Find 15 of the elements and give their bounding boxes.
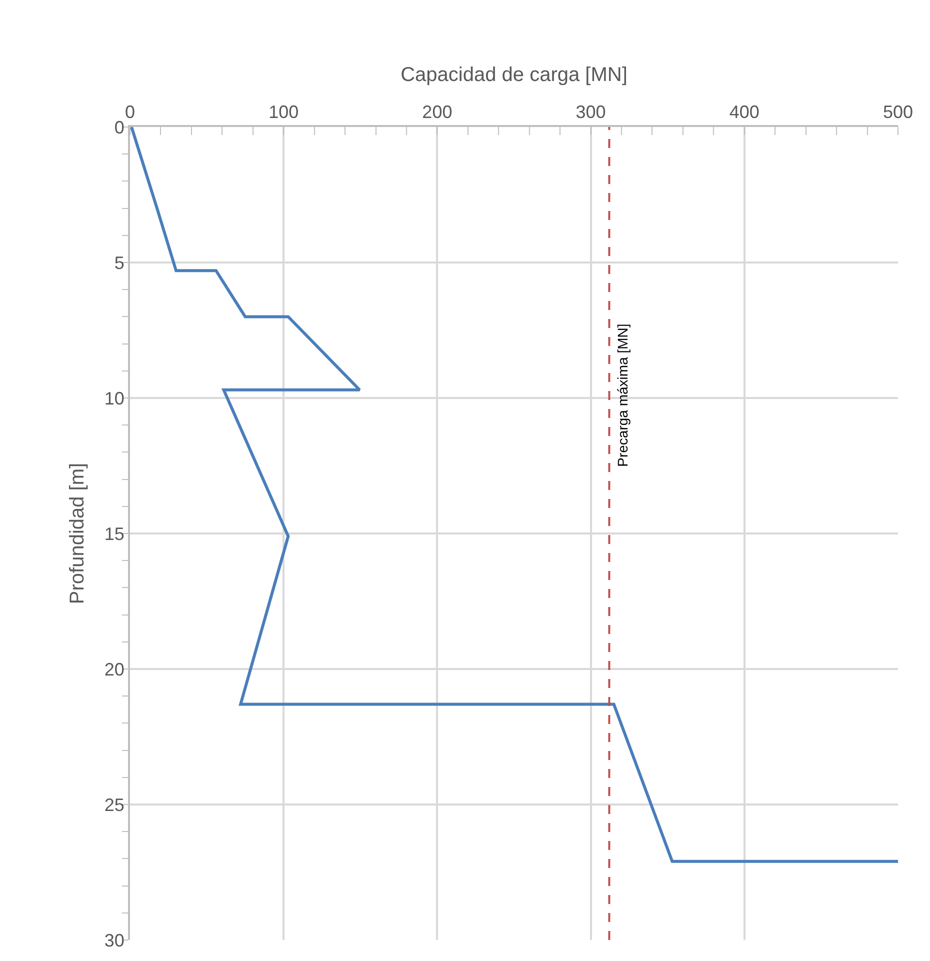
y-tick-label: 30 [104,930,124,950]
x-tick-label: 300 [576,102,606,122]
y-axis-title: Profundidad [m] [66,462,88,604]
x-tick-label: 500 [882,102,914,122]
y-tick-label: 0 [114,117,124,138]
x-tick-label: 200 [422,102,452,122]
x-axis-title: Capacidad de carga [MN] [400,64,628,86]
ref-line-label: Precarga máxima [MN] [614,324,631,467]
x-tick-label: 100 [268,102,299,122]
y-tick-label: 25 [104,794,124,815]
x-tick-label: 400 [729,102,760,122]
y-tick-label: 20 [104,659,124,680]
y-tick-label: 5 [114,252,124,273]
y-tick-label: 15 [104,524,124,544]
y-tick-label: 10 [104,388,124,408]
